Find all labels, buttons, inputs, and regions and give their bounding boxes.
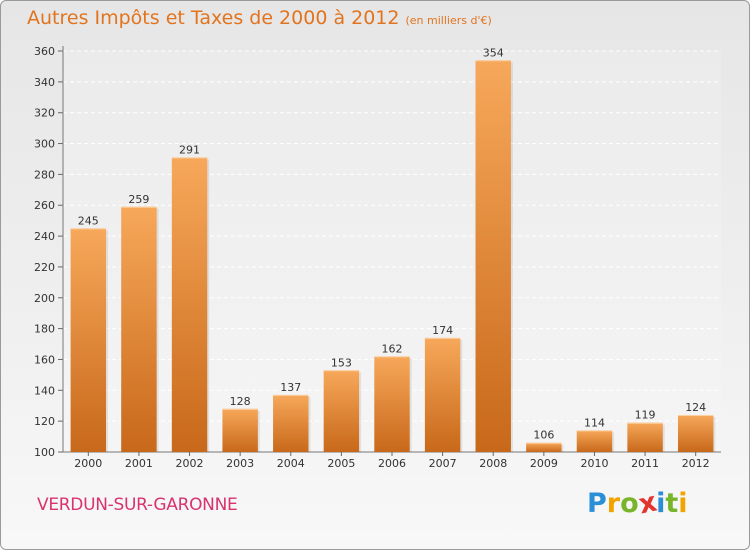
- bar-value-label: 291: [179, 143, 200, 156]
- x-tick-label: 2012: [682, 457, 710, 470]
- x-tick-label: 2001: [125, 457, 153, 470]
- x-tick-label: 2002: [176, 457, 204, 470]
- proxiti-logo: Proxiti: [587, 487, 688, 521]
- bar: [424, 337, 461, 452]
- x-tick-label: 2010: [580, 457, 608, 470]
- y-tick-label: 280: [34, 168, 55, 181]
- bar-value-label: 174: [432, 324, 453, 337]
- bar: [323, 370, 360, 452]
- logo-letter: r: [606, 488, 621, 519]
- bar: [70, 228, 107, 452]
- logo-letter: i: [656, 488, 666, 519]
- chart-subtitle: (en milliers d'€): [405, 14, 492, 27]
- bar: [576, 430, 613, 452]
- x-tick-label: 2007: [429, 457, 457, 470]
- town-name: VERDUN-SUR-GARONNE: [37, 495, 238, 515]
- bar: [526, 442, 562, 452]
- x-tick-label: 2004: [277, 457, 305, 470]
- bar: [121, 206, 157, 452]
- bar-value-label: 153: [331, 356, 352, 369]
- x-tick-label: 2008: [479, 457, 507, 470]
- x-tick-label: 2000: [74, 457, 102, 470]
- bar: [374, 356, 410, 452]
- x-tick-label: 2009: [530, 457, 558, 470]
- bar-value-label: 119: [635, 409, 656, 422]
- bar: [677, 414, 714, 452]
- x-tick-label: 2005: [327, 457, 355, 470]
- bar-value-label: 106: [533, 429, 554, 442]
- y-tick-label: 320: [34, 107, 55, 120]
- bar: [627, 422, 663, 452]
- x-tick-label: 2011: [631, 457, 659, 470]
- bar: [475, 60, 511, 452]
- bar: [222, 408, 258, 452]
- bar: [171, 157, 208, 452]
- bar-value-label: 245: [78, 214, 99, 227]
- y-tick-label: 180: [34, 323, 55, 336]
- y-tick-label: 360: [34, 45, 55, 58]
- logo-letter: P: [587, 488, 607, 519]
- chart-title: Autres Impôts et Taxes de 2000 à 2012 (en…: [27, 7, 492, 29]
- bar-value-label: 124: [685, 401, 706, 414]
- y-tick-label: 220: [34, 261, 55, 274]
- bar-value-label: 114: [584, 416, 605, 429]
- y-tick-label: 160: [34, 353, 55, 366]
- y-tick-label: 260: [34, 199, 55, 212]
- y-tick-label: 240: [34, 230, 55, 243]
- bar-value-label: 137: [280, 381, 301, 394]
- y-tick-label: 300: [34, 138, 55, 151]
- y-tick-label: 140: [34, 384, 55, 397]
- bar-value-label: 162: [382, 342, 403, 355]
- bar-value-label: 354: [483, 46, 504, 59]
- bar-value-label: 128: [230, 395, 251, 408]
- y-tick-label: 340: [34, 76, 55, 89]
- y-tick-label: 100: [34, 446, 55, 459]
- x-tick-label: 2006: [378, 457, 406, 470]
- x-tick-label: 2003: [226, 457, 254, 470]
- logo-letter: o: [620, 488, 639, 519]
- y-tick-label: 200: [34, 292, 55, 305]
- y-tick-label: 120: [34, 415, 55, 428]
- logo-letter: i: [678, 488, 688, 519]
- bar-value-label: 259: [128, 193, 149, 206]
- bar: [273, 394, 309, 452]
- chart-title-text: Autres Impôts et Taxes de 2000 à 2012: [27, 7, 400, 29]
- logo-letter: t: [665, 488, 679, 519]
